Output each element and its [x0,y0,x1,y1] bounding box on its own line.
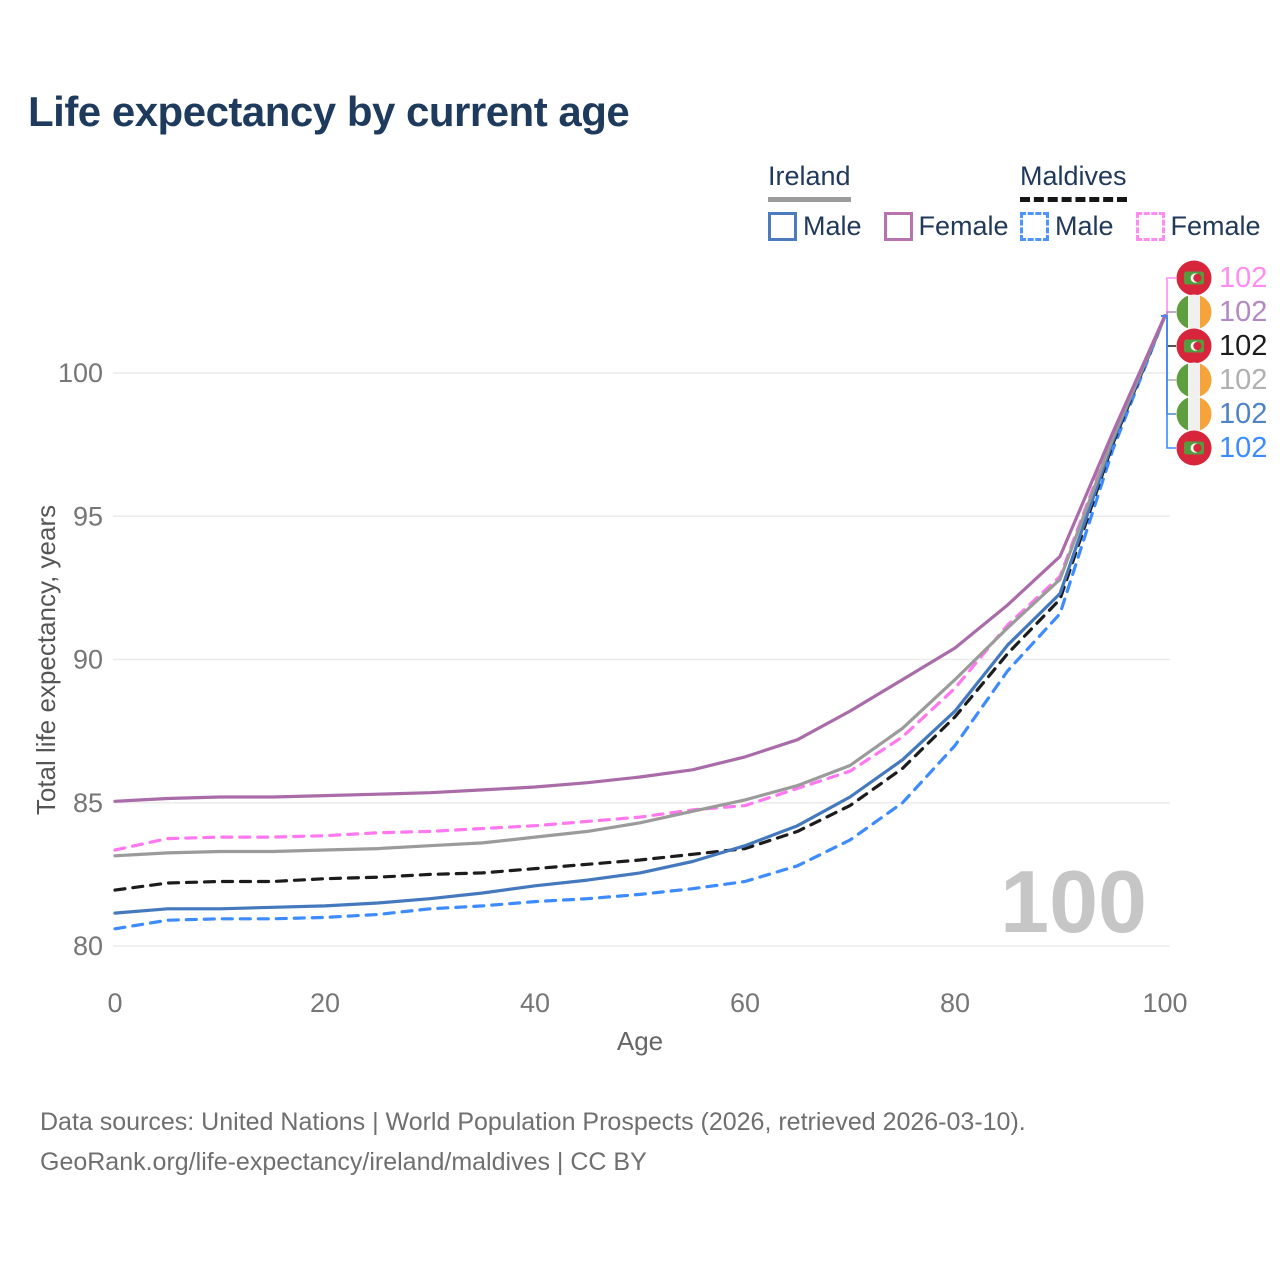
footer-data-sources: Data sources: United Nations | World Pop… [40,1108,1026,1136]
series-line-maldives-male [113,314,1167,931]
series-line-ireland-female [113,314,1167,803]
legend-title-ireland[interactable]: Ireland [768,161,851,202]
y-tick-label-95: 95 [73,501,103,531]
end-label-ireland-female: 102 [1176,294,1267,330]
y-axis-title: Total life expectancy, years [31,504,61,816]
ireland-flag-icon [1176,396,1212,432]
end-label-ireland-male: 102 [1176,396,1267,432]
end-label-connector-maldives-female [1161,277,1176,317]
legend-swatch-maldives-female[interactable] [1135,212,1165,241]
legend-label-ireland-female[interactable]: Female [918,211,1009,241]
end-label-maldives-female: 102 [1176,260,1267,296]
ireland-flag-icon [1176,362,1212,398]
legend-swatch-maldives-male[interactable] [1020,212,1049,241]
end-label-connector-ireland-male [1161,315,1176,415]
x-tick-label-20: 20 [310,988,340,1018]
legend-label-ireland-male[interactable]: Male [803,211,862,241]
y-tick-label-90: 90 [73,645,103,675]
legend-group-maldives: Maldives Male Female [1020,161,1280,242]
maldives-flag-icon [1176,260,1212,296]
x-tick-label-40: 40 [520,988,550,1018]
maldives-flag-icon [1176,430,1212,466]
y-tick-label-80: 80 [73,931,103,961]
end-label-maldives-both-sexes: 102 [1176,328,1267,364]
series-line-ireland-male [113,314,1167,915]
end-label-value: 102 [1219,261,1268,294]
end-label-value: 102 [1219,329,1268,362]
x-tick-label-100: 100 [1142,988,1187,1018]
legend-swatch-ireland-female[interactable] [883,212,913,241]
legend-swatch-ireland-male[interactable] [768,212,797,241]
x-tick-label-60: 60 [730,988,760,1018]
end-label-connector-maldives-male [1161,315,1176,449]
end-label-value: 102 [1219,363,1268,396]
legend-label-maldives-female[interactable]: Female [1170,211,1261,241]
series-line-maldives-both-sexes [113,314,1167,892]
series-line-ireland-both-sexes [113,314,1167,858]
legend-title-maldives[interactable]: Maldives [1020,161,1127,202]
ireland-flag-icon [1176,294,1212,330]
end-label-value: 102 [1219,397,1268,430]
series-line-maldives-female [113,314,1167,852]
end-label-value: 102 [1219,431,1268,464]
end-label-ireland-both-sexes: 102 [1176,362,1267,398]
age-watermark: 100 [1000,852,1147,951]
page-title: Life expectancy by current age [28,88,630,135]
footer-attribution: GeoRank.org/life-expectancy/ireland/mald… [40,1148,647,1176]
end-label-value: 102 [1219,295,1268,328]
y-tick-label-100: 100 [58,358,103,388]
y-tick-label-85: 85 [73,788,103,818]
end-label-maldives-male: 102 [1176,430,1267,466]
x-axis-title: Age [616,1026,664,1056]
legend-group-ireland: Ireland Male Female [768,161,1031,242]
x-tick-label-0: 0 [107,988,122,1018]
maldives-flag-icon [1176,328,1212,364]
end-label-connector-ireland-both-sexes [1161,315,1176,381]
x-tick-label-80: 80 [940,988,970,1018]
legend-label-maldives-male[interactable]: Male [1055,211,1114,241]
